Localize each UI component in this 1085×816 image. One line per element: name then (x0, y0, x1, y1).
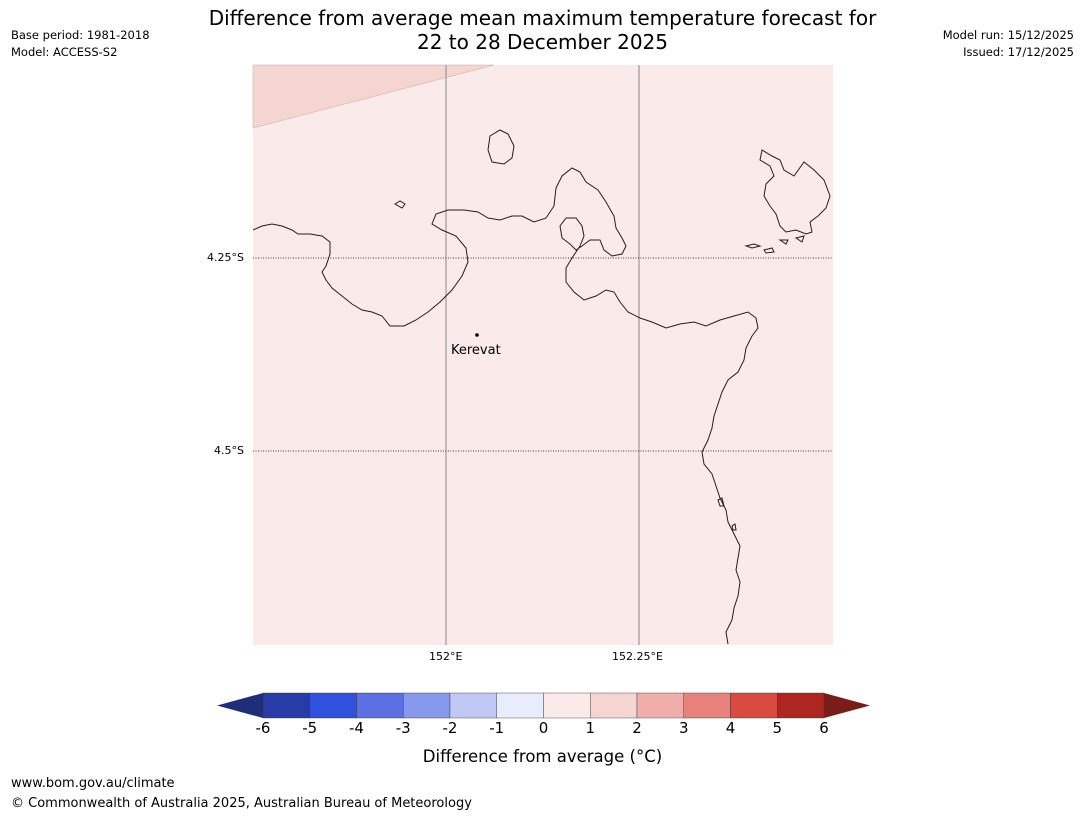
colorbar-swatch-6 (543, 692, 591, 719)
title-line-1: Difference from average mean maximum tem… (208, 6, 877, 30)
coastline-east-islet-4 (794, 235, 805, 243)
coastline-islet-small (394, 200, 406, 209)
coastline-islet (487, 129, 515, 165)
coastline-east-landmass (759, 149, 831, 235)
colorbar-swatch-0 (262, 692, 310, 719)
base-period-text: Base period: 1981-2018 (11, 28, 150, 42)
model-text: Model: ACCESS-S2 (11, 45, 118, 59)
colorbar-swatch-4 (449, 692, 497, 719)
lat-label-4-25: 4.25°S (207, 251, 244, 264)
colorbar-swatch-1 (309, 692, 357, 719)
coastlines (252, 129, 831, 645)
colorbar-tick: -2 (442, 719, 458, 737)
metadata-left: Base period: 1981-2018 Model: ACCESS-S2 (11, 27, 150, 61)
colorbar-swatch-9 (683, 692, 731, 719)
colorbar-swatch-2 (356, 692, 404, 719)
colorbar-swatch-11 (777, 692, 825, 719)
colorbar-swatch-3 (403, 692, 451, 719)
colorbar-tick: 0 (538, 719, 549, 737)
colorbar-label: Difference from average (°C) (422, 747, 663, 766)
title-line-2: 22 to 28 December 2025 (416, 29, 668, 54)
footer-url: www.bom.gov.au/climate (11, 776, 175, 791)
coastline-coast-islet-1 (717, 497, 725, 507)
coastline-east-islet-1 (744, 243, 762, 249)
colorbar-swatch-5 (496, 692, 544, 719)
colorbar-swatch-7 (590, 692, 638, 719)
kerevat-marker (475, 333, 479, 337)
colorbar-tick: 2 (632, 719, 642, 737)
issued-text: Issued: 17/12/2025 (963, 45, 1074, 59)
colorbar-extend-under (217, 693, 263, 718)
metadata-right: Model run: 15/12/2025 Issued: 17/12/2025 (943, 27, 1074, 61)
lon-label-152-25: 152.25°E (612, 650, 663, 663)
colorbar-tick: 4 (725, 719, 736, 737)
colorbar-tick: -4 (349, 719, 364, 737)
model-run-text: Model run: 15/12/2025 (942, 28, 1074, 42)
colorbar-tick: 6 (819, 719, 829, 737)
lat-label-4-5: 4.5°S (214, 444, 244, 457)
colorbar-swatch-10 (730, 692, 778, 719)
coastline-east-islet-3 (778, 239, 789, 245)
colorbar-extend-over (824, 693, 870, 718)
colorbar-tick: -6 (255, 719, 271, 737)
colorbar-tick: -1 (489, 719, 505, 737)
map-background (253, 65, 833, 645)
coastline-main (252, 167, 759, 645)
colorbar-swatch-8 (636, 692, 684, 719)
footer-copyright: © Commonwealth of Australia 2025, Austra… (11, 796, 472, 811)
colorbar-tick: 1 (585, 719, 596, 737)
map-corner-anomaly (252, 64, 495, 129)
coastline-east-islet-2 (763, 247, 775, 254)
place-label-kerevat: Kerevat (451, 343, 501, 358)
colorbar-tick: 3 (678, 719, 689, 737)
colorbar-tick: -5 (302, 719, 318, 737)
lon-label-152: 152°E (429, 650, 463, 663)
colorbar-tick: -3 (395, 719, 411, 737)
colorbar (217, 692, 870, 719)
colorbar-tick: 5 (772, 719, 783, 737)
coastline-coast-islet-2 (731, 523, 737, 531)
map-title: Difference from average mean maximum tem… (0, 6, 1085, 54)
